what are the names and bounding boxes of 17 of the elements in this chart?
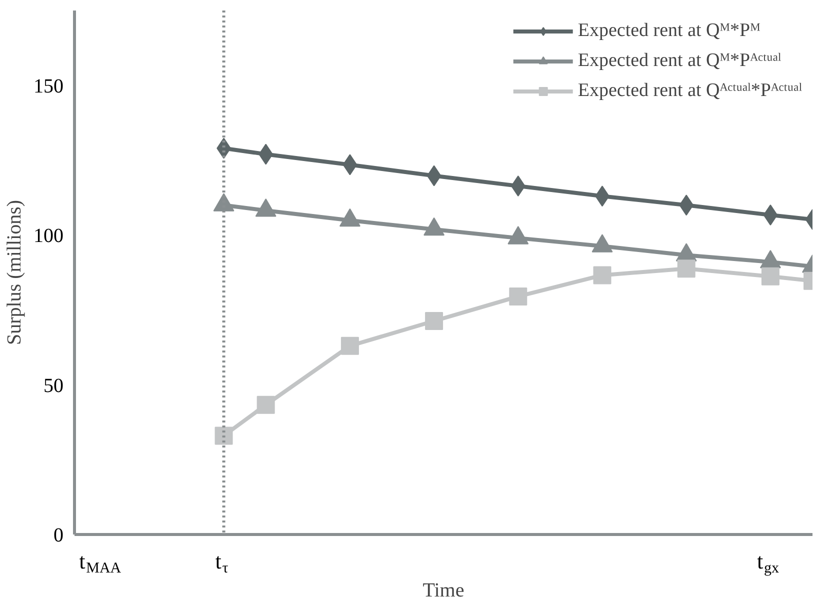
point <box>677 260 696 278</box>
legend-label: Expected rent at Qᴹ*Pᴬᶜᵗᵘᵃˡ <box>578 50 782 72</box>
y-tick-label: 150 <box>34 75 64 98</box>
point <box>256 396 275 414</box>
point <box>340 336 359 355</box>
y-tick-label: 50 <box>44 374 64 397</box>
x-axis-title: Time <box>422 580 464 602</box>
point <box>593 266 612 284</box>
y-tick-label: 100 <box>34 225 64 248</box>
point <box>425 312 444 330</box>
point <box>761 267 780 286</box>
y-tick-label: 0 <box>54 524 64 546</box>
y-axis-title: Surplus (millions) <box>4 200 26 346</box>
point <box>509 287 528 306</box>
point <box>214 426 233 445</box>
legend-label: Expected rent at Qᴬᶜᵗᵘᵃˡ*Pᴬᶜᵗᵘᵃˡ <box>578 80 802 102</box>
legend-label: Expected rent at Qᴹ*Pᴹ <box>578 20 760 42</box>
